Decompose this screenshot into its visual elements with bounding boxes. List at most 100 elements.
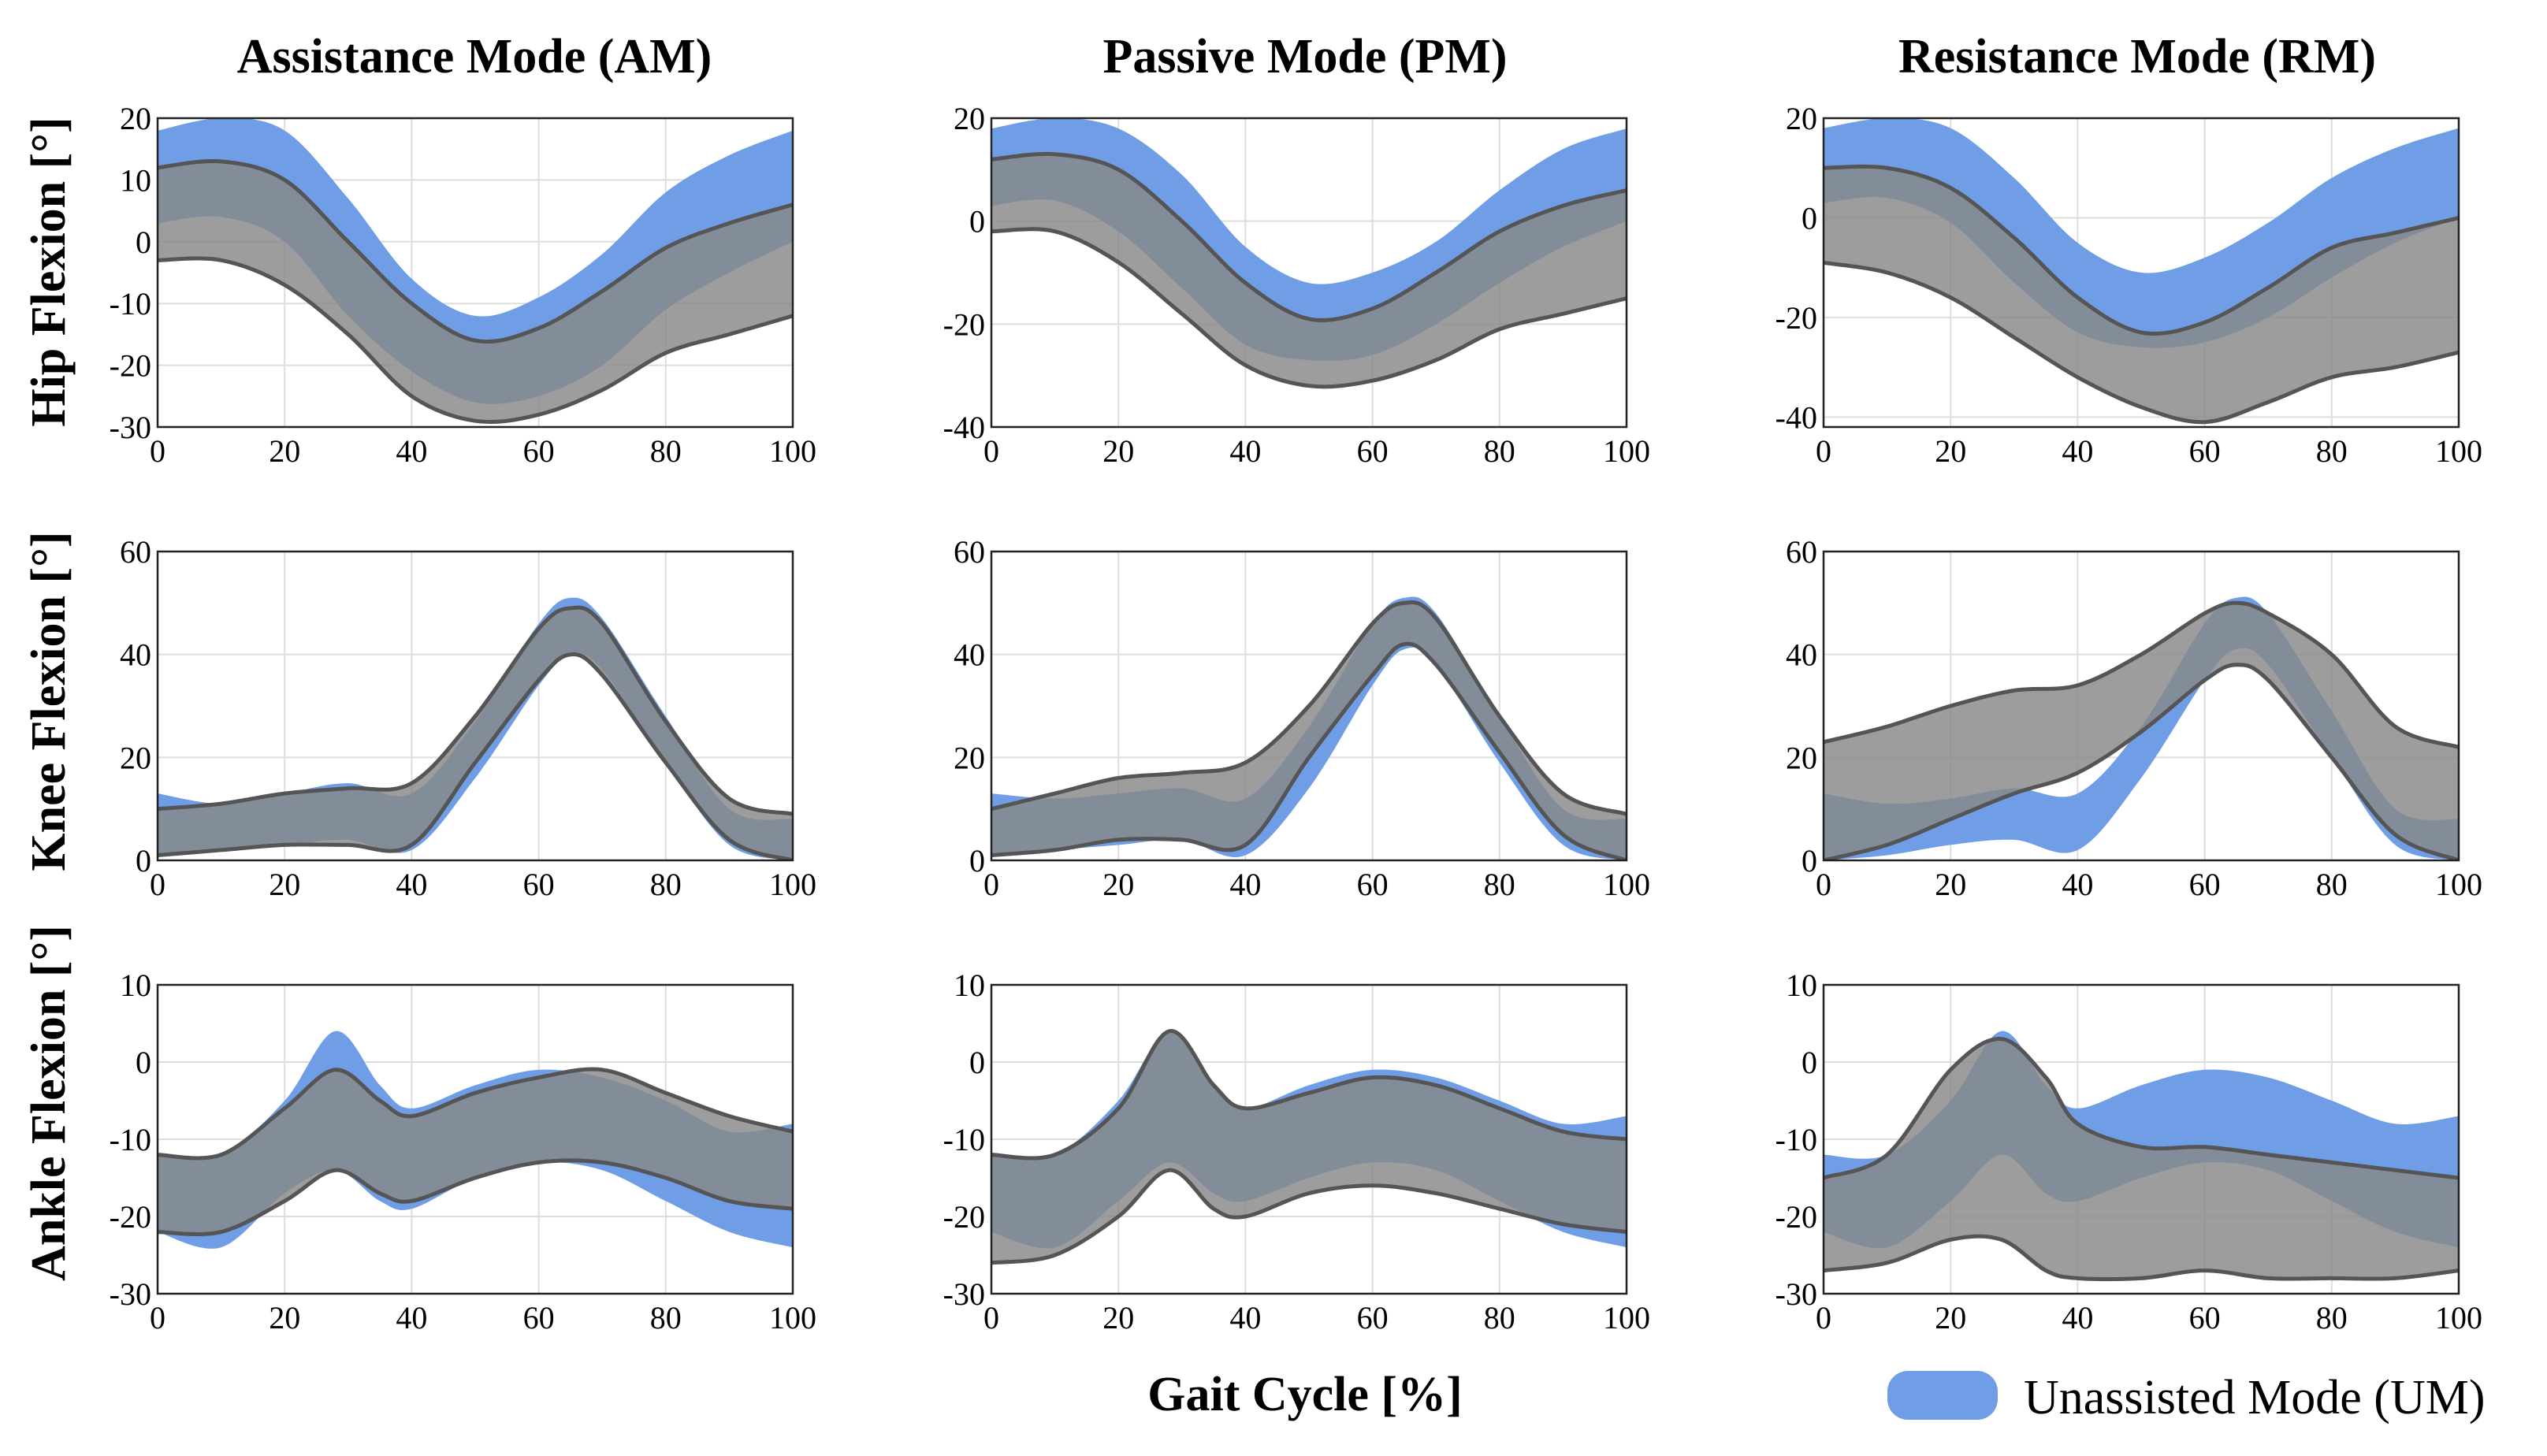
- y-tick-label: 0: [1801, 1045, 1817, 1080]
- legend: Unassisted Mode (UM): [1887, 1371, 2486, 1424]
- band-assisted-lower-edge: [991, 1168, 1627, 1265]
- y-tick-label: 60: [120, 534, 151, 570]
- x-tick-label: 80: [1484, 1300, 1515, 1335]
- x-tick-label: 60: [1357, 867, 1389, 902]
- x-tick-label: 60: [1357, 1300, 1389, 1335]
- x-tick-label: 80: [2316, 867, 2348, 902]
- band-assisted: [991, 154, 1627, 387]
- x-tick-label: 60: [1357, 433, 1389, 469]
- x-tick-label: 80: [650, 1300, 682, 1335]
- axes-frame: [990, 983, 1628, 1295]
- x-tick-label: 100: [1603, 867, 1650, 902]
- x-tick-label: 0: [983, 867, 999, 902]
- bands: [1824, 118, 2459, 425]
- y-tick-label: 20: [1786, 101, 1817, 136]
- x-tick-label: 40: [396, 1300, 427, 1335]
- band-assisted-upper-edge: [991, 151, 1627, 322]
- x-tick-label: 20: [269, 1300, 300, 1335]
- x-tick-label: 0: [983, 433, 999, 469]
- y-tick-label: -10: [1775, 1122, 1817, 1157]
- panel-ankle-rm: 0 20 40 60 80 100 -30 -20 -10 0 10: [1775, 968, 2482, 1335]
- x-tick-label: 0: [150, 1300, 165, 1335]
- x-tick-label: 80: [650, 867, 682, 902]
- band-assisted: [158, 161, 793, 422]
- legend-label: Unassisted Mode (UM): [2024, 1371, 2486, 1424]
- band-assisted: [991, 602, 1627, 860]
- column-title-rm: Resistance Mode (RM): [1898, 30, 2376, 84]
- band-assisted-upper-edge: [1824, 164, 2459, 336]
- y-tick-label: 0: [136, 1045, 151, 1080]
- y-tick-label: -30: [943, 1276, 985, 1312]
- x-tick-label: 80: [2316, 1300, 2348, 1335]
- y-tick-label: -10: [943, 1122, 985, 1157]
- x-tick-label: 80: [650, 433, 682, 469]
- row-label-hip: Hip Flexion [°]: [22, 117, 76, 426]
- y-tick-label: 20: [120, 740, 151, 775]
- y-tick-label: -20: [1775, 1199, 1817, 1235]
- panel-knee-rm: 0 20 40 60 80 100 0 20 40 60: [1786, 534, 2482, 902]
- bands: [158, 597, 793, 860]
- x-tick-label: 20: [1935, 1300, 1966, 1335]
- y-tick-label: -20: [110, 1199, 151, 1235]
- band-assisted-upper-edge: [991, 600, 1627, 816]
- x-tick-label: 40: [2062, 867, 2093, 902]
- x-tick-label: 20: [1935, 433, 1966, 469]
- panel-hip-am: 0 20 40 60 80 100 -30 -20 -10 0 10 20: [110, 101, 816, 469]
- legend-swatch: [1887, 1371, 1998, 1420]
- band-assisted-lower-edge: [1824, 260, 2459, 425]
- y-tick-label: 0: [969, 1045, 985, 1080]
- column-title-pm: Passive Mode (PM): [1102, 30, 1507, 84]
- bands: [991, 1029, 1627, 1265]
- panel-ankle-pm: 0 20 40 60 80 100 -30 -20 -10 0 10: [943, 968, 1650, 1335]
- band-assisted-upper-edge: [991, 1029, 1627, 1161]
- x-tick-label: 0: [1816, 433, 1831, 469]
- bands: [158, 1031, 793, 1249]
- band-assisted: [1824, 166, 2459, 422]
- y-tick-label: -20: [1775, 300, 1817, 336]
- bands: [991, 118, 1627, 389]
- x-tick-label: 100: [769, 867, 816, 902]
- x-tick-label: 40: [1229, 1300, 1261, 1335]
- band-assisted-lower-edge: [158, 1158, 793, 1236]
- band-assisted-lower-edge: [1824, 663, 2459, 860]
- x-tick-label: 100: [1603, 1300, 1650, 1335]
- axes-frame: [1822, 550, 2460, 862]
- band-assisted-upper-edge: [158, 158, 793, 344]
- bands: [1824, 596, 2459, 860]
- x-tick-label: 0: [983, 1300, 999, 1335]
- x-tick-label: 40: [1229, 867, 1261, 902]
- panel-hip-rm: 0 20 40 60 80 100 -40 -20 0 20: [1775, 101, 2482, 469]
- x-tick-label: 100: [2435, 433, 2482, 469]
- column-title-am: Assistance Mode (AM): [237, 30, 712, 84]
- y-tick-label: -20: [943, 306, 985, 342]
- panel-knee-am: 0 20 40 60 80 100 0 20 40 60: [120, 534, 816, 902]
- y-tick-label: -10: [110, 1122, 151, 1157]
- x-tick-label: 60: [523, 1300, 555, 1335]
- band-assisted: [1824, 1038, 2459, 1280]
- axes-frame: [1822, 983, 2460, 1295]
- x-tick-label: 100: [769, 433, 816, 469]
- y-tick-label: -30: [1775, 1276, 1817, 1312]
- x-tick-label: 100: [2435, 1300, 2482, 1335]
- axes-frame: [1822, 117, 2460, 429]
- x-tick-label: 100: [1603, 433, 1650, 469]
- y-tick-label: 10: [1786, 968, 1817, 1003]
- y-tick-label: 0: [1801, 843, 1817, 878]
- x-tick-label: 60: [2189, 433, 2221, 469]
- x-tick-label: 100: [2435, 867, 2482, 902]
- y-tick-label: 0: [969, 843, 985, 878]
- x-tick-label: 40: [2062, 433, 2093, 469]
- y-tick-label: 0: [136, 225, 151, 260]
- axes-frame: [156, 550, 794, 862]
- y-tick-label: 0: [1801, 200, 1817, 236]
- y-tick-label: -30: [110, 410, 151, 445]
- x-tick-label: 0: [150, 433, 165, 469]
- y-tick-label: 20: [954, 101, 985, 136]
- x-tick-label: 80: [2316, 433, 2348, 469]
- y-tick-label: 10: [120, 162, 151, 198]
- axes-frame: [156, 117, 794, 429]
- bands: [1824, 1031, 2459, 1282]
- x-tick-label: 20: [269, 867, 300, 902]
- band-assisted-lower-edge: [991, 641, 1627, 860]
